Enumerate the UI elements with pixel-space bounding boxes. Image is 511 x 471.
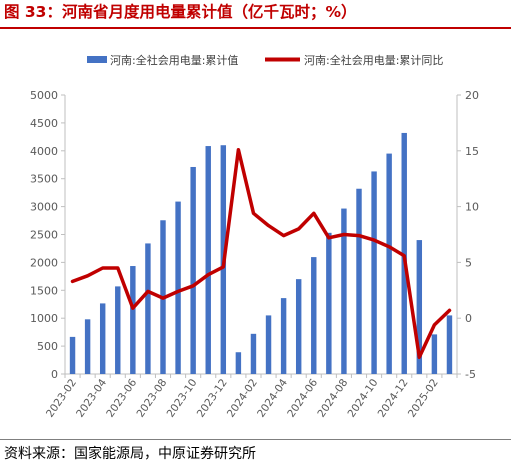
- line-point: [327, 236, 331, 240]
- line-point: [372, 238, 376, 242]
- line-point: [297, 227, 300, 231]
- y-left-tick-label: 0: [51, 368, 58, 381]
- line-point: [146, 290, 150, 293]
- bar: [175, 201, 181, 374]
- bar: [69, 336, 76, 374]
- chart: 河南:全社会用电量:累计值 河南:全社会用电量:累计同比 05001000150…: [30, 53, 479, 420]
- line-point: [357, 234, 361, 237]
- bar: [235, 352, 242, 374]
- source-note: 资料来源：国家能源局，中原证券研究所: [4, 446, 256, 462]
- line-point: [418, 356, 421, 359]
- y-left-tick-label: 500: [37, 340, 58, 353]
- bar: [386, 153, 392, 374]
- y-right-tick-label: 5: [465, 256, 472, 269]
- legend-swatch-bar: [87, 56, 107, 63]
- bar: [401, 132, 407, 374]
- line-point: [282, 234, 285, 237]
- line-point: [342, 233, 346, 236]
- line-point: [207, 273, 210, 276]
- y-left-tick-label: 2500: [30, 229, 58, 242]
- y-right-tick-label: 15: [465, 145, 479, 158]
- x-tick-label: 2025-02: [406, 377, 441, 420]
- line-point: [433, 323, 436, 327]
- bar: [205, 146, 211, 374]
- line-point: [71, 280, 74, 283]
- bar: [311, 257, 317, 374]
- line-point: [448, 309, 451, 312]
- line-series: [70, 147, 452, 360]
- y-right-tick-label: 20: [465, 89, 479, 102]
- plot-area: 0 500 1000 1500 2000 2500 3000 3500 4000 4500 5000…: [30, 89, 479, 420]
- y-right-tick-label: 0: [465, 312, 472, 325]
- line-point: [267, 224, 270, 227]
- y-right-tick-label: 10: [465, 201, 479, 214]
- bar: [416, 240, 423, 374]
- line-point: [237, 148, 240, 151]
- y-left-tick-label: 2000: [30, 256, 58, 269]
- line-point: [403, 254, 406, 257]
- line-point: [116, 266, 119, 270]
- bar: [84, 319, 91, 374]
- bar: [326, 232, 332, 374]
- bar: [99, 303, 106, 374]
- bar: [431, 334, 438, 374]
- legend-label-bar: 河南:全社会用电量:累计值: [110, 53, 238, 67]
- source-rule: [0, 439, 511, 440]
- line-point: [312, 212, 315, 215]
- bar: [265, 315, 272, 374]
- y-left-tick-label: 3000: [30, 201, 58, 214]
- line-point: [161, 296, 165, 300]
- line-point: [252, 212, 255, 215]
- y-left-tick-label: 1500: [30, 284, 58, 297]
- line-point: [131, 306, 135, 310]
- bar: [250, 333, 257, 374]
- bar: [341, 208, 347, 374]
- bar: [356, 188, 362, 374]
- y-left-tick-label: 5000: [30, 89, 58, 102]
- bar: [130, 266, 136, 374]
- y-left-tick-label: 1000: [30, 312, 58, 325]
- line-point: [387, 245, 391, 248]
- bar: [280, 298, 287, 374]
- y-left-tick-label: 4500: [30, 117, 58, 130]
- bar: [371, 171, 377, 374]
- chart-title: 图 33：河南省月度用电量累计值（亿千瓦时；%）: [4, 3, 357, 21]
- line-point: [191, 284, 195, 288]
- bar: [295, 279, 302, 374]
- line-point: [101, 266, 104, 270]
- y-left-tick-label: 3500: [30, 173, 58, 186]
- line-point: [176, 290, 180, 293]
- bar: [115, 286, 121, 374]
- line-point: [222, 265, 225, 269]
- y-right-tick-label: -5: [465, 368, 476, 381]
- legend-label-line: 河南:全社会用电量:累计同比: [304, 53, 443, 67]
- title-rule: [0, 27, 511, 29]
- bar: [446, 315, 453, 374]
- line-point: [86, 274, 89, 277]
- legend: 河南:全社会用电量:累计值 河南:全社会用电量:累计同比: [87, 53, 443, 67]
- y-left-tick-label: 4000: [30, 145, 58, 158]
- bar: [190, 166, 196, 374]
- bar: [145, 243, 151, 374]
